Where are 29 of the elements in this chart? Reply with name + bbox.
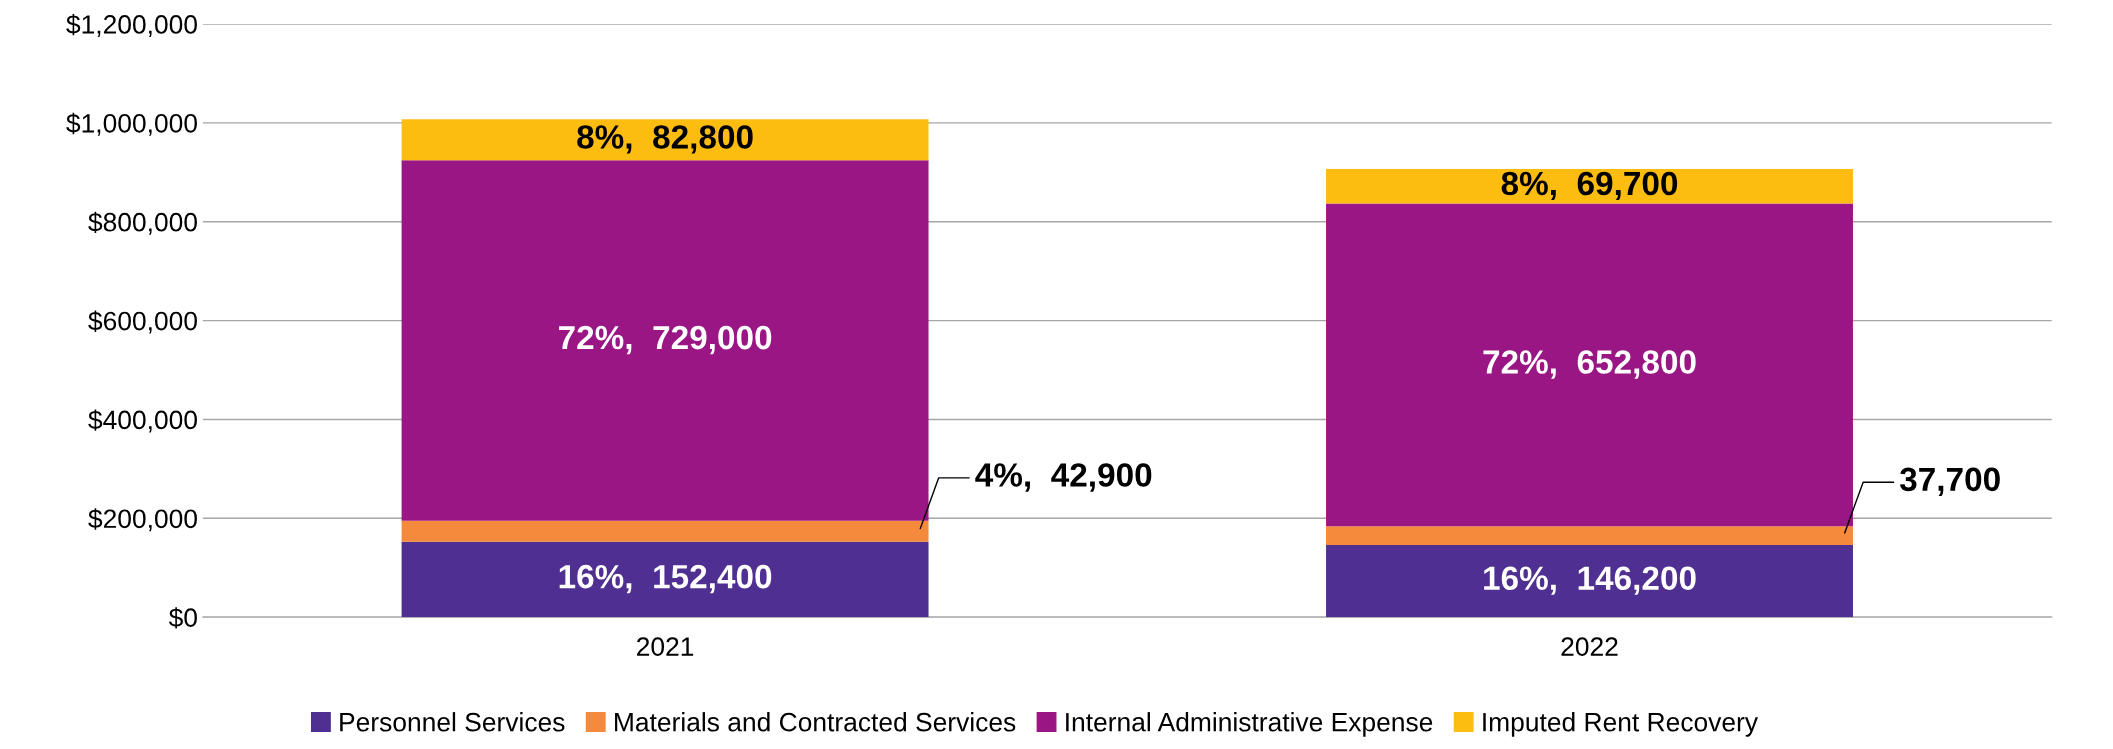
data-label: 37,700: [1899, 467, 2000, 496]
data-label: 8%, 82,800: [577, 125, 753, 154]
data-label: 4%, 42,900: [975, 463, 1152, 492]
bar: [401, 520, 929, 542]
bar: [1326, 526, 1853, 545]
y-tick-label: $400,000: [88, 409, 197, 433]
legend-label: Personnel Services: [340, 712, 565, 732]
legend-label: Imputed Rent Recovery: [1483, 712, 1758, 737]
y-tick-label: $0: [168, 607, 197, 629]
y-tick-label: $600,000: [88, 310, 197, 334]
data-label: 72%, 729,000: [559, 325, 772, 355]
data-label: 72%, 652,800: [1483, 350, 1696, 379]
data-label: 16%, 152,400: [559, 564, 772, 594]
bar: [401, 119, 929, 161]
y-tick-label: $1,000,000: [66, 112, 197, 136]
bar: [1326, 169, 1853, 204]
data-label: 8%, 69,700: [1501, 171, 1678, 201]
legend-label: Materials and Contracted Services: [615, 712, 1016, 732]
bar: [1326, 544, 1853, 618]
y-tick-label: $200,000: [88, 508, 197, 532]
bar: [401, 160, 929, 521]
legend-label: Internal Administrative Expense: [1066, 712, 1433, 737]
x-tick-label: 2021: [637, 637, 694, 656]
bar: [401, 541, 929, 618]
data-label: 16%, 146,200: [1484, 566, 1696, 595]
bar: [1326, 203, 1853, 527]
y-tick-label: $800,000: [88, 211, 197, 235]
x-tick-label: 2022: [1561, 637, 1618, 656]
y-tick-label: $1,200,000: [66, 13, 197, 37]
